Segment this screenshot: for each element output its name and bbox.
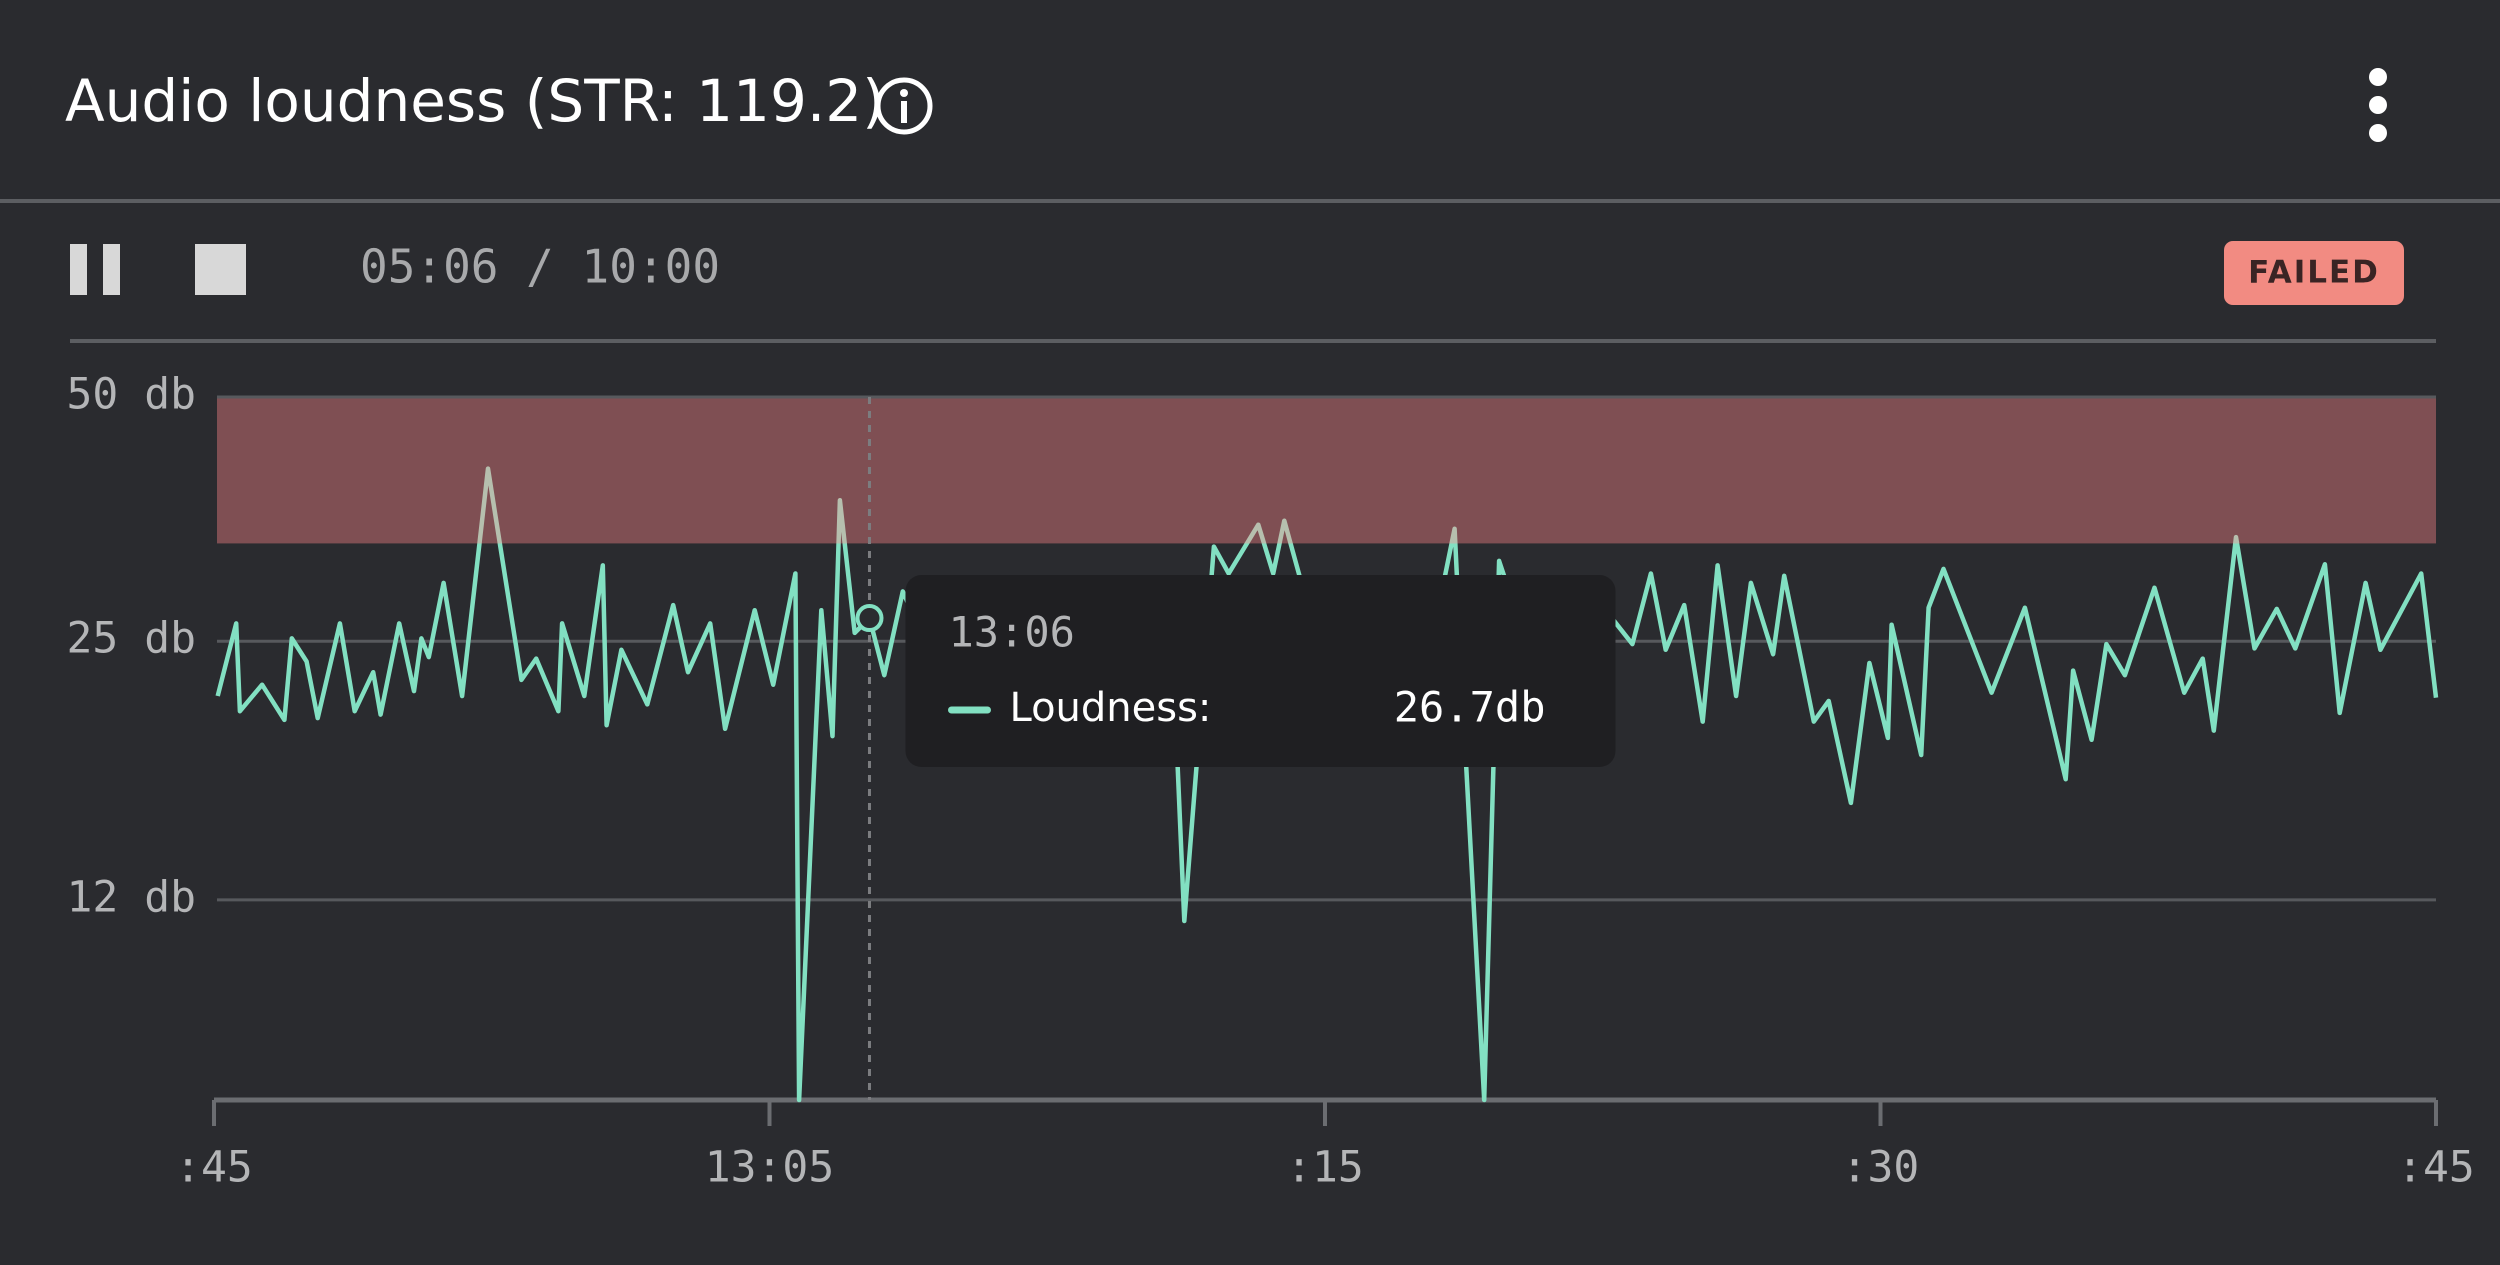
loudness-line: [215, 466, 2439, 1103]
info-icon[interactable]: [875, 77, 933, 135]
x-tick-label: :45: [175, 1143, 253, 1193]
threshold-band: [217, 397, 2436, 544]
x-tick-label: :15: [1286, 1143, 1364, 1193]
tooltip-value: 26.7db: [1394, 683, 1546, 732]
tooltip: 13:06 Loudness: 26.7db: [905, 575, 1616, 767]
playback-time: 05:06 / 10:00: [360, 240, 720, 294]
y-tick-label: 25 db: [67, 614, 196, 664]
tooltip-title: 13:06: [948, 608, 1074, 657]
pause-button[interactable]: [70, 244, 120, 295]
y-tick-label: 12 db: [67, 872, 196, 922]
more-menu[interactable]: [2369, 68, 2387, 142]
menu-dot: [2369, 96, 2387, 114]
x-tick-label: 13:05: [705, 1143, 834, 1193]
pause-bar: [103, 244, 120, 295]
pause-bar: [70, 244, 87, 295]
status-badge: [2224, 241, 2404, 305]
info-circle: [875, 77, 933, 135]
y-tick-label: 50 db: [67, 370, 196, 420]
info-dot: [900, 89, 908, 97]
hover-marker: [855, 604, 884, 633]
status-text: FAILED: [2248, 255, 2380, 291]
x-tick-label: :45: [2397, 1143, 2475, 1193]
card-title: Audio loudness (STR: 119.2): [65, 67, 885, 135]
stop-button[interactable]: [195, 244, 246, 295]
controls-divider: [70, 339, 2436, 343]
divider: [0, 199, 2500, 203]
menu-dot: [2369, 124, 2387, 142]
tooltip-label: Loudness:: [1009, 685, 1211, 731]
x-tick-label: :30: [1842, 1143, 1920, 1193]
plot: 50 db 25 db 12 db :45 13:05 :15 :30 :45 13:06 Lou…: [67, 370, 2475, 1193]
info-stem: [901, 101, 907, 123]
tooltip-box: [905, 575, 1616, 767]
menu-dot: [2369, 68, 2387, 86]
